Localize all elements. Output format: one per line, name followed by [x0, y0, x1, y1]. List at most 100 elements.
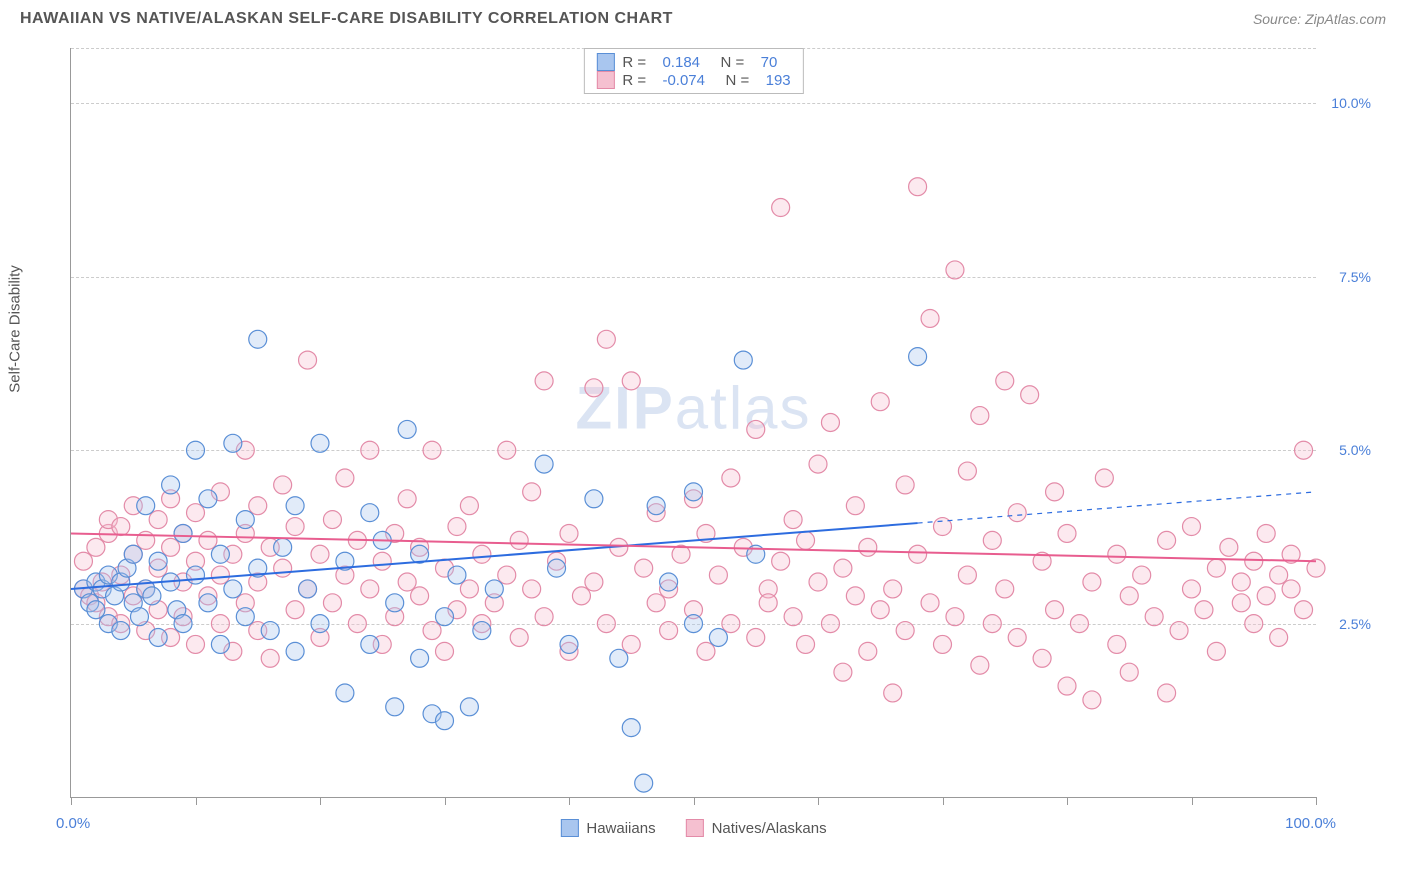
- stat-row: R = -0.074 N = 193: [596, 71, 790, 89]
- r-value: 0.184: [662, 54, 700, 71]
- data-point: [622, 719, 640, 737]
- data-point: [336, 469, 354, 487]
- data-point: [535, 372, 553, 390]
- data-point: [1170, 622, 1188, 640]
- data-point: [224, 434, 242, 452]
- data-point: [336, 684, 354, 702]
- data-point: [361, 504, 379, 522]
- x-tick: [71, 797, 72, 805]
- data-point: [473, 545, 491, 563]
- data-point: [622, 635, 640, 653]
- y-tick-label: 2.5%: [1339, 616, 1371, 632]
- data-point: [1195, 601, 1213, 619]
- data-point: [112, 518, 130, 536]
- data-point: [286, 601, 304, 619]
- data-point: [585, 490, 603, 508]
- data-point: [797, 635, 815, 653]
- data-point: [1145, 608, 1163, 626]
- x-tick: [1316, 797, 1317, 805]
- data-point: [130, 608, 148, 626]
- data-point: [236, 608, 254, 626]
- data-point: [510, 531, 528, 549]
- data-point: [149, 552, 167, 570]
- legend-item: Hawaiians: [560, 819, 655, 837]
- data-point: [921, 594, 939, 612]
- data-point: [1008, 504, 1026, 522]
- data-point: [971, 407, 989, 425]
- data-point: [211, 545, 229, 563]
- data-point: [124, 545, 142, 563]
- data-point: [958, 462, 976, 480]
- r-label: R =: [622, 54, 654, 71]
- data-point: [585, 573, 603, 591]
- data-point: [137, 497, 155, 515]
- data-point: [286, 518, 304, 536]
- data-point: [1183, 580, 1201, 598]
- data-point: [747, 629, 765, 647]
- x-tick: [1192, 797, 1193, 805]
- data-point: [909, 348, 927, 366]
- data-point: [958, 566, 976, 584]
- data-point: [1245, 552, 1263, 570]
- data-point: [1095, 469, 1113, 487]
- data-point: [149, 511, 167, 529]
- data-point: [473, 622, 491, 640]
- data-point: [560, 524, 578, 542]
- chart-title: HAWAIIAN VS NATIVE/ALASKAN SELF-CARE DIS…: [20, 10, 673, 28]
- legend-label: Hawaiians: [586, 820, 655, 837]
- data-point: [772, 199, 790, 217]
- x-tick: [320, 797, 321, 805]
- data-point: [436, 712, 454, 730]
- data-point: [361, 635, 379, 653]
- data-point: [460, 698, 478, 716]
- bottom-legend: HawaiiansNatives/Alaskans: [560, 819, 826, 837]
- data-point: [747, 420, 765, 438]
- data-point: [249, 330, 267, 348]
- data-point: [821, 414, 839, 432]
- data-point: [709, 629, 727, 647]
- data-point: [1232, 573, 1250, 591]
- data-point: [249, 497, 267, 515]
- data-point: [1282, 580, 1300, 598]
- x-tick: [943, 797, 944, 805]
- data-point: [1183, 518, 1201, 536]
- data-point: [199, 531, 217, 549]
- data-point: [261, 622, 279, 640]
- data-point: [660, 573, 678, 591]
- data-point: [921, 309, 939, 327]
- data-point: [846, 497, 864, 515]
- data-point: [74, 552, 92, 570]
- data-point: [286, 642, 304, 660]
- data-point: [460, 580, 478, 598]
- legend-swatch: [596, 53, 614, 71]
- x-tick: [1067, 797, 1068, 805]
- data-point: [548, 559, 566, 577]
- trend-line: [71, 533, 1316, 561]
- data-point: [162, 538, 180, 556]
- data-point: [1120, 587, 1138, 605]
- y-tick-label: 10.0%: [1331, 95, 1371, 111]
- data-point: [871, 393, 889, 411]
- data-point: [398, 573, 416, 591]
- stat-row: R = 0.184 N = 70: [596, 53, 790, 71]
- data-point: [572, 587, 590, 605]
- n-label: N =: [708, 54, 753, 71]
- data-point: [311, 615, 329, 633]
- data-point: [597, 330, 615, 348]
- data-point: [436, 608, 454, 626]
- stats-legend-box: R = 0.184 N = 70R = -0.074 N = 193: [583, 48, 803, 94]
- data-point: [1295, 601, 1313, 619]
- data-point: [834, 559, 852, 577]
- data-point: [386, 594, 404, 612]
- data-point: [971, 656, 989, 674]
- data-point: [846, 587, 864, 605]
- data-point: [1058, 677, 1076, 695]
- plot-area: ZIPatlas 2.5%5.0%7.5%10.0% 0.0% 100.0% R…: [70, 48, 1316, 798]
- data-point: [1058, 524, 1076, 542]
- data-point: [1207, 559, 1225, 577]
- data-point: [174, 615, 192, 633]
- data-point: [734, 351, 752, 369]
- data-point: [448, 518, 466, 536]
- data-point: [996, 580, 1014, 598]
- r-label: R =: [622, 72, 654, 89]
